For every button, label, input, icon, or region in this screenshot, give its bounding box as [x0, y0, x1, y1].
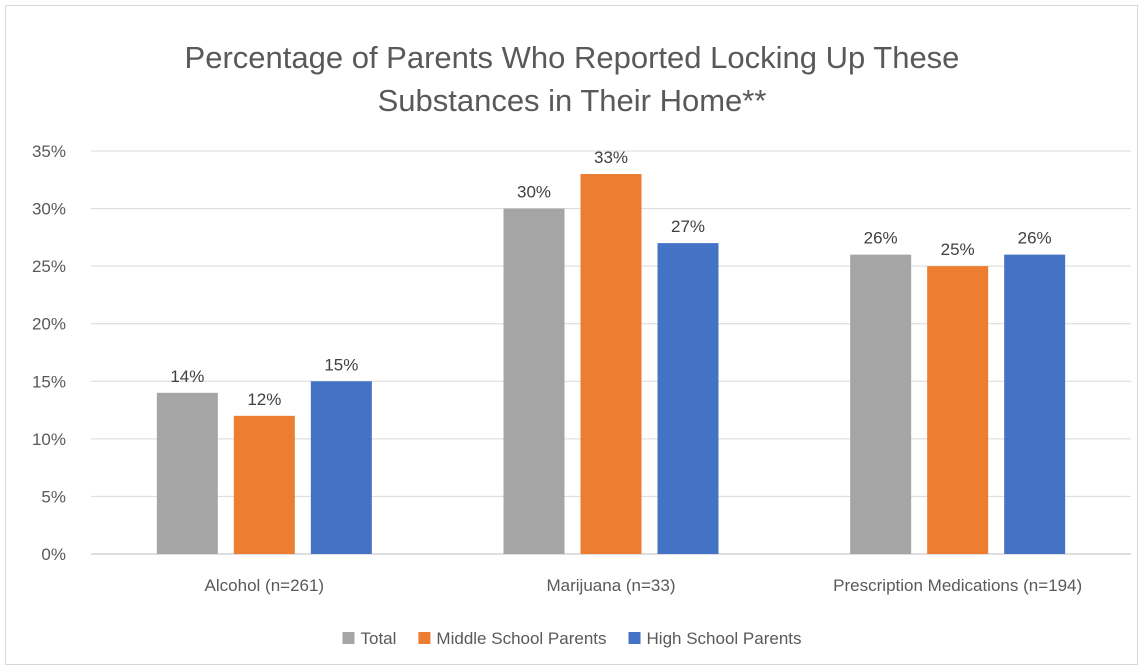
y-tick-label: 15% [32, 372, 66, 391]
chart-title-line-2: Substances in Their Home** [378, 83, 767, 118]
x-category-label: Prescription Medications (n=194) [833, 576, 1082, 595]
data-label: 12% [247, 390, 281, 409]
data-label: 27% [671, 217, 705, 236]
bars [156, 174, 1066, 555]
legend-swatch [628, 632, 641, 644]
y-tick-label: 25% [32, 257, 66, 276]
legend-swatch [418, 632, 431, 644]
data-label: 25% [941, 240, 975, 259]
y-tick-label: 35% [32, 142, 66, 161]
bar [503, 208, 565, 555]
data-label: 15% [324, 355, 358, 374]
data-label: 30% [517, 183, 551, 202]
y-tick-label: 20% [32, 315, 66, 334]
y-axis-ticks: 0% 5% 10% 15% 20% 25% 30% 35% [32, 142, 66, 564]
bar [927, 266, 989, 554]
bar [850, 254, 912, 554]
y-tick-label: 0% [41, 545, 66, 564]
data-label: 26% [1018, 229, 1052, 248]
y-tick-label: 10% [32, 430, 66, 449]
bar [233, 415, 295, 554]
bar-chart: Percentage of Parents Who Reported Locki… [32, 40, 1131, 648]
x-category-label: Marijuana (n=33) [547, 576, 676, 595]
chart-title: Percentage of Parents Who Reported Locki… [185, 40, 960, 118]
data-label: 14% [170, 367, 204, 386]
bar [657, 243, 719, 554]
data-labels: 14% 12% 15% 30% 33% 27% 26% 25% 26% [170, 148, 1051, 409]
legend-label: Middle School Parents [436, 629, 606, 648]
chart-title-line-1: Percentage of Parents Who Reported Locki… [185, 40, 960, 75]
legend-label: Total [361, 629, 397, 648]
chart-frame: Percentage of Parents Who Reported Locki… [5, 5, 1138, 665]
data-label: 26% [864, 229, 898, 248]
bar [156, 392, 218, 554]
bar [310, 381, 372, 554]
legend-swatch [342, 632, 355, 644]
bar [1004, 254, 1066, 554]
y-tick-label: 30% [32, 200, 66, 219]
x-axis: Alcohol (n=261) Marijuana (n=33) Prescript… [205, 576, 1083, 595]
bar [580, 174, 642, 554]
data-label: 33% [594, 148, 628, 167]
legend: Total Middle School Parents High School Pa… [342, 629, 802, 648]
legend-label: High School Parents [647, 629, 802, 648]
y-tick-label: 5% [41, 487, 66, 506]
x-category-label: Alcohol (n=261) [205, 576, 325, 595]
